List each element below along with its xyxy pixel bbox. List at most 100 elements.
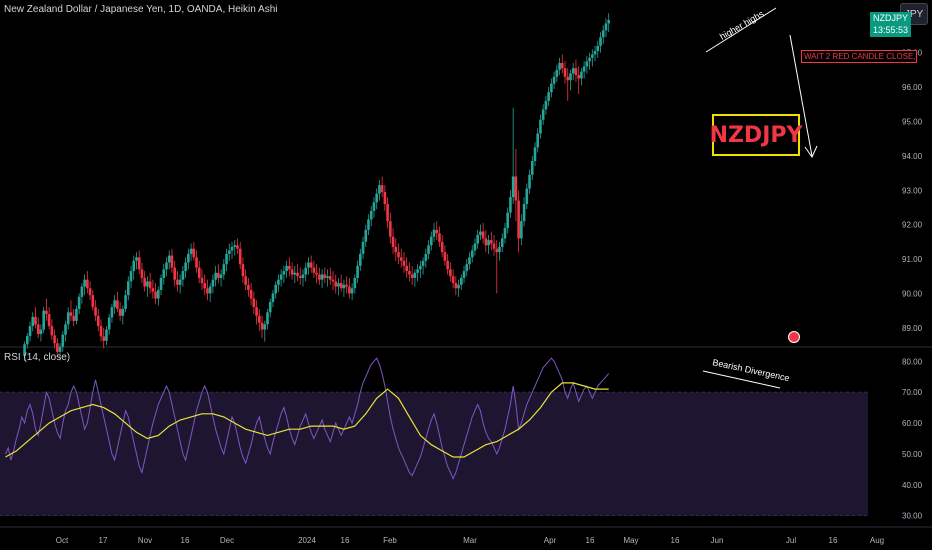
candle-body: [157, 289, 160, 299]
candle-body: [339, 283, 343, 289]
candle-body: [601, 30, 605, 38]
candle-body: [162, 269, 166, 278]
rsi-tick-label: 70.00: [902, 388, 923, 397]
candle-body: [277, 279, 280, 285]
candle-body: [296, 272, 299, 277]
price-tick-label: 95.00: [902, 117, 923, 126]
candle-body: [443, 252, 447, 261]
candle-body: [64, 324, 67, 335]
candle-body: [47, 314, 51, 327]
event-flag-icon[interactable]: [788, 331, 800, 343]
candle-body: [236, 245, 239, 249]
time-tick-label: Apr: [544, 536, 557, 545]
candle-body: [593, 50, 597, 55]
candle-body: [137, 257, 141, 270]
candle-body: [206, 288, 209, 294]
candle-body: [288, 265, 291, 270]
divergence-trendline: [702, 370, 781, 389]
candle-body: [31, 316, 35, 327]
candle-body: [53, 335, 56, 344]
time-tick-label: Mar: [463, 536, 477, 545]
candle-body: [247, 284, 250, 290]
time-tick-label: 16: [671, 536, 680, 545]
forecast-arrow-head: [804, 145, 818, 159]
time-tick-label: Jul: [786, 536, 796, 545]
time-tick-label: 16: [181, 536, 190, 545]
candle-body: [509, 197, 512, 213]
candle-body: [454, 283, 458, 289]
candle-body: [146, 281, 149, 287]
time-tick-label: Dec: [220, 536, 234, 545]
candle-body: [517, 200, 520, 239]
candle-body: [536, 133, 540, 148]
candle-body: [367, 219, 370, 230]
candle-body: [544, 100, 548, 110]
candle-body: [350, 288, 354, 294]
candle-body: [574, 68, 578, 76]
candle-body: [484, 238, 488, 246]
candle-body: [356, 265, 359, 278]
candle-body: [359, 253, 362, 266]
candle-body: [506, 212, 509, 229]
candle-body: [429, 236, 433, 246]
candle-body: [421, 260, 425, 266]
symbol-label-box[interactable]: NZDJPY: [710, 114, 802, 156]
candle-body: [522, 204, 526, 222]
candle-body: [473, 243, 477, 251]
note-box[interactable]: WAIT 2 RED CANDLE CLOSE, NOY: [801, 50, 917, 63]
candle-body: [45, 310, 48, 315]
x-axis-labels: Oct 17 Nov 16 Dec 2024 16 Feb Mar Apr 16 May 16 Jun Ju…: [56, 536, 884, 545]
candle-body: [135, 257, 138, 261]
candle-body: [271, 293, 275, 303]
candle-body: [334, 281, 338, 287]
candle-body: [154, 291, 157, 299]
candle-body: [56, 343, 59, 352]
candle-body: [28, 326, 32, 337]
candle-body: [435, 229, 439, 234]
candle-body: [249, 289, 253, 299]
candle-body: [151, 288, 155, 292]
candle-body: [495, 248, 499, 253]
candle-body: [238, 248, 242, 265]
candle-body: [208, 286, 212, 294]
time-tick-label: 16: [586, 536, 595, 545]
time-tick-label: 2024: [298, 536, 316, 545]
candle-body: [571, 68, 575, 74]
candle-body: [555, 69, 559, 77]
candle-body: [402, 260, 406, 266]
candle-body: [380, 185, 384, 192]
candle-body: [503, 228, 507, 239]
candle-body: [165, 262, 168, 270]
candle-body: [569, 73, 572, 81]
candle-body: [446, 260, 449, 270]
time-tick-label: Aug: [870, 536, 884, 545]
candle-body: [107, 317, 111, 330]
candle-body: [258, 315, 261, 323]
time-tick-label: Feb: [383, 536, 397, 545]
rsi-tick-label: 40.00: [902, 481, 923, 490]
candle-body: [318, 274, 321, 280]
candle-body: [416, 269, 419, 273]
candle-body: [577, 75, 580, 79]
candle-body: [121, 308, 125, 316]
candle-body: [361, 241, 365, 254]
candle-body: [255, 307, 258, 316]
candle-body: [105, 329, 108, 341]
candle-body: [118, 308, 122, 316]
candle-body: [189, 248, 193, 254]
candle-body: [66, 312, 70, 325]
candle-body: [541, 109, 545, 120]
time-tick-label: Jun: [711, 536, 724, 545]
candle-body: [550, 83, 553, 93]
candle-body: [23, 344, 26, 357]
candle-body: [468, 257, 471, 265]
candle-body: [96, 315, 100, 327]
candle-body: [214, 272, 217, 280]
candle-body: [552, 76, 556, 84]
candle-body: [279, 274, 283, 280]
price-tick-label: 94.00: [902, 152, 923, 161]
candles: [23, 13, 610, 361]
candle-body: [143, 277, 146, 287]
candle-body: [520, 221, 523, 239]
